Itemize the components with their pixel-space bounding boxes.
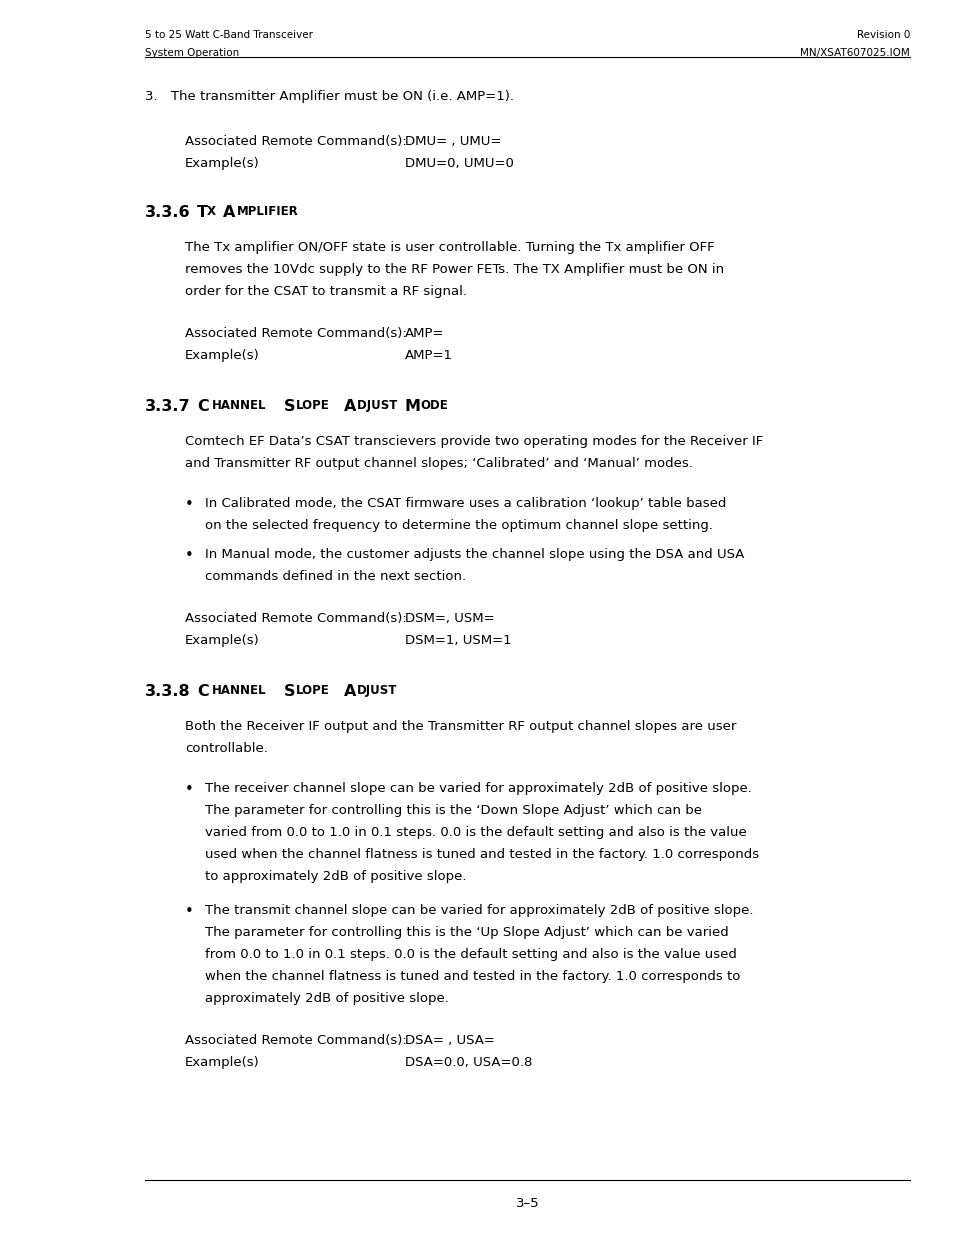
Text: 3–5: 3–5 (516, 1197, 538, 1210)
Text: HANNEL: HANNEL (212, 399, 266, 412)
Text: used when the channel flatness is tuned and tested in the factory. 1.0 correspon: used when the channel flatness is tuned … (205, 848, 759, 861)
Text: AMP=: AMP= (405, 327, 444, 340)
Text: The receiver channel slope can be varied for approximately 2dB of positive slope: The receiver channel slope can be varied… (205, 782, 751, 795)
Text: DJUST: DJUST (356, 399, 400, 412)
Text: Associated Remote Command(s):: Associated Remote Command(s): (185, 1034, 406, 1047)
Text: Revision 0: Revision 0 (856, 30, 909, 40)
Text: X: X (207, 205, 215, 219)
Text: 3.3.6: 3.3.6 (145, 205, 191, 220)
Text: and Transmitter RF output channel slopes; ‘Calibrated’ and ‘Manual’ modes.: and Transmitter RF output channel slopes… (185, 457, 692, 471)
Text: from 0.0 to 1.0 in 0.1 steps. 0.0 is the default setting and also is the value u: from 0.0 to 1.0 in 0.1 steps. 0.0 is the… (205, 948, 736, 961)
Text: The parameter for controlling this is the ‘Up Slope Adjust’ which can be varied: The parameter for controlling this is th… (205, 926, 728, 939)
Text: The parameter for controlling this is the ‘Down Slope Adjust’ which can be: The parameter for controlling this is th… (205, 804, 701, 818)
Text: 3. The transmitter Amplifier must be ON (i.e. AMP=1).: 3. The transmitter Amplifier must be ON … (145, 90, 514, 103)
Text: DSA=0.0, USA=0.8: DSA=0.0, USA=0.8 (405, 1056, 532, 1070)
Text: Associated Remote Command(s):: Associated Remote Command(s): (185, 135, 406, 148)
Text: Example(s): Example(s) (185, 1056, 259, 1070)
Text: A: A (343, 399, 355, 414)
Text: Example(s): Example(s) (185, 157, 259, 170)
Text: M: M (405, 399, 420, 414)
Text: DJUST: DJUST (356, 684, 396, 697)
Text: LOPE: LOPE (295, 684, 329, 697)
Text: order for the CSAT to transmit a RF signal.: order for the CSAT to transmit a RF sign… (185, 285, 467, 298)
Text: C: C (196, 684, 209, 699)
Text: 3.3.7: 3.3.7 (145, 399, 191, 414)
Text: MPLIFIER: MPLIFIER (236, 205, 298, 219)
Text: LOPE: LOPE (295, 399, 329, 412)
Text: controllable.: controllable. (185, 742, 268, 755)
Text: DSM=1, USM=1: DSM=1, USM=1 (405, 634, 511, 647)
Text: 3.3.8: 3.3.8 (145, 684, 191, 699)
Text: The transmit channel slope can be varied for approximately 2dB of positive slope: The transmit channel slope can be varied… (205, 904, 753, 918)
Text: 5 to 25 Watt C-Band Transceiver: 5 to 25 Watt C-Band Transceiver (145, 30, 313, 40)
Text: Example(s): Example(s) (185, 350, 259, 362)
Text: approximately 2dB of positive slope.: approximately 2dB of positive slope. (205, 992, 449, 1005)
Text: •: • (185, 904, 193, 919)
Text: A: A (343, 684, 355, 699)
Text: Both the Receiver IF output and the Transmitter RF output channel slopes are use: Both the Receiver IF output and the Tran… (185, 720, 736, 734)
Text: S: S (283, 399, 294, 414)
Text: The Tx amplifier ON/OFF state is user controllable. Turning the Tx amplifier OFF: The Tx amplifier ON/OFF state is user co… (185, 241, 714, 254)
Text: Associated Remote Command(s):: Associated Remote Command(s): (185, 613, 406, 625)
Text: varied from 0.0 to 1.0 in 0.1 steps. 0.0 is the default setting and also is the : varied from 0.0 to 1.0 in 0.1 steps. 0.0… (205, 826, 746, 839)
Text: on the selected frequency to determine the optimum channel slope setting.: on the selected frequency to determine t… (205, 519, 712, 532)
Text: DMU=0, UMU=0: DMU=0, UMU=0 (405, 157, 514, 170)
Text: C: C (196, 399, 209, 414)
Text: A: A (223, 205, 235, 220)
Text: DSM=, USM=: DSM=, USM= (405, 613, 494, 625)
Text: •: • (185, 496, 193, 513)
Text: AMP=1: AMP=1 (405, 350, 453, 362)
Text: T: T (196, 205, 208, 220)
Text: Comtech EF Data’s CSAT transcievers provide two operating modes for the Receiver: Comtech EF Data’s CSAT transcievers prov… (185, 435, 762, 448)
Text: to approximately 2dB of positive slope.: to approximately 2dB of positive slope. (205, 869, 466, 883)
Text: DMU= , UMU=: DMU= , UMU= (405, 135, 501, 148)
Text: HANNEL: HANNEL (212, 684, 266, 697)
Text: In Calibrated mode, the CSAT firmware uses a calibration ‘lookup’ table based: In Calibrated mode, the CSAT firmware us… (205, 496, 725, 510)
Text: when the channel flatness is tuned and tested in the factory. 1.0 corresponds to: when the channel flatness is tuned and t… (205, 969, 740, 983)
Text: MN/XSAT607025.IOM: MN/XSAT607025.IOM (800, 48, 909, 58)
Text: In Manual mode, the customer adjusts the channel slope using the DSA and USA: In Manual mode, the customer adjusts the… (205, 548, 743, 561)
Text: System Operation: System Operation (145, 48, 239, 58)
Text: removes the 10Vdc supply to the RF Power FETs. The TX Amplifier must be ON in: removes the 10Vdc supply to the RF Power… (185, 263, 723, 275)
Text: •: • (185, 782, 193, 797)
Text: ODE: ODE (420, 399, 448, 412)
Text: •: • (185, 548, 193, 563)
Text: commands defined in the next section.: commands defined in the next section. (205, 571, 466, 583)
Text: S: S (283, 684, 294, 699)
Text: DSA= , USA=: DSA= , USA= (405, 1034, 495, 1047)
Text: Associated Remote Command(s):: Associated Remote Command(s): (185, 327, 406, 340)
Text: Example(s): Example(s) (185, 634, 259, 647)
